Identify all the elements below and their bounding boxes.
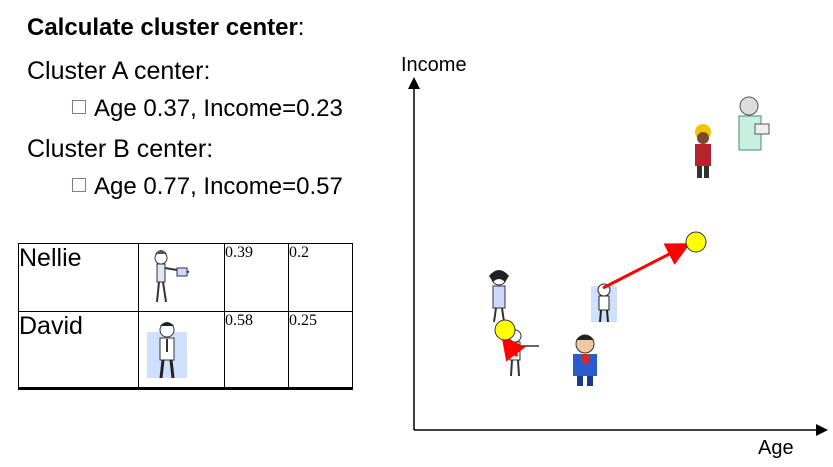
slide-heading: Calculate cluster center: bbox=[27, 14, 304, 42]
bullet-square-icon bbox=[72, 178, 86, 192]
cluster-b-arrow bbox=[602, 243, 691, 290]
picture-cell bbox=[138, 311, 225, 390]
nurse-icon bbox=[738, 96, 770, 151]
age-cell: 0.39 bbox=[224, 243, 289, 312]
woman-figure-icon bbox=[154, 250, 190, 303]
cluster-b-value: Age 0.77, Income=0.57 bbox=[94, 173, 343, 200]
name-cell: David bbox=[18, 311, 139, 390]
y-axis-label: Income bbox=[401, 54, 467, 76]
scatter-plot bbox=[408, 77, 828, 436]
heading-bold: Calculate cluster center bbox=[27, 14, 298, 41]
table-row: David 0.58 0.25 bbox=[18, 311, 353, 390]
cluster-b-bullet: Age 0.77, Income=0.57 bbox=[72, 173, 343, 201]
income-cell: 0.25 bbox=[288, 311, 353, 390]
name-cell: Nellie bbox=[18, 243, 139, 312]
cluster-a-label: Cluster A center: bbox=[27, 57, 211, 85]
cluster-b-label: Cluster B center: bbox=[27, 135, 214, 163]
data-table: Nellie 0.39 0.2 David bbox=[18, 243, 353, 390]
worker-icon bbox=[695, 124, 711, 178]
cluster-b-center bbox=[685, 231, 707, 253]
picture-cell bbox=[138, 243, 225, 312]
cluster-a-bullet: Age 0.37, Income=0.23 bbox=[72, 95, 343, 123]
heading-colon: : bbox=[297, 14, 305, 41]
cluster-a-value: Age 0.37, Income=0.23 bbox=[94, 95, 343, 122]
man-figure-icon bbox=[147, 322, 187, 379]
bullet-square-icon bbox=[72, 100, 86, 114]
x-axis-label: Age bbox=[758, 437, 794, 459]
age-cell: 0.58 bbox=[224, 311, 289, 390]
income-cell: 0.2 bbox=[288, 243, 353, 312]
table-row: Nellie 0.39 0.2 bbox=[18, 243, 353, 312]
cluster-a-arrow bbox=[501, 335, 526, 362]
man-icon bbox=[573, 334, 597, 386]
woman-icon bbox=[489, 270, 509, 323]
cluster-a-center bbox=[494, 319, 516, 341]
boy-icon bbox=[591, 283, 617, 323]
